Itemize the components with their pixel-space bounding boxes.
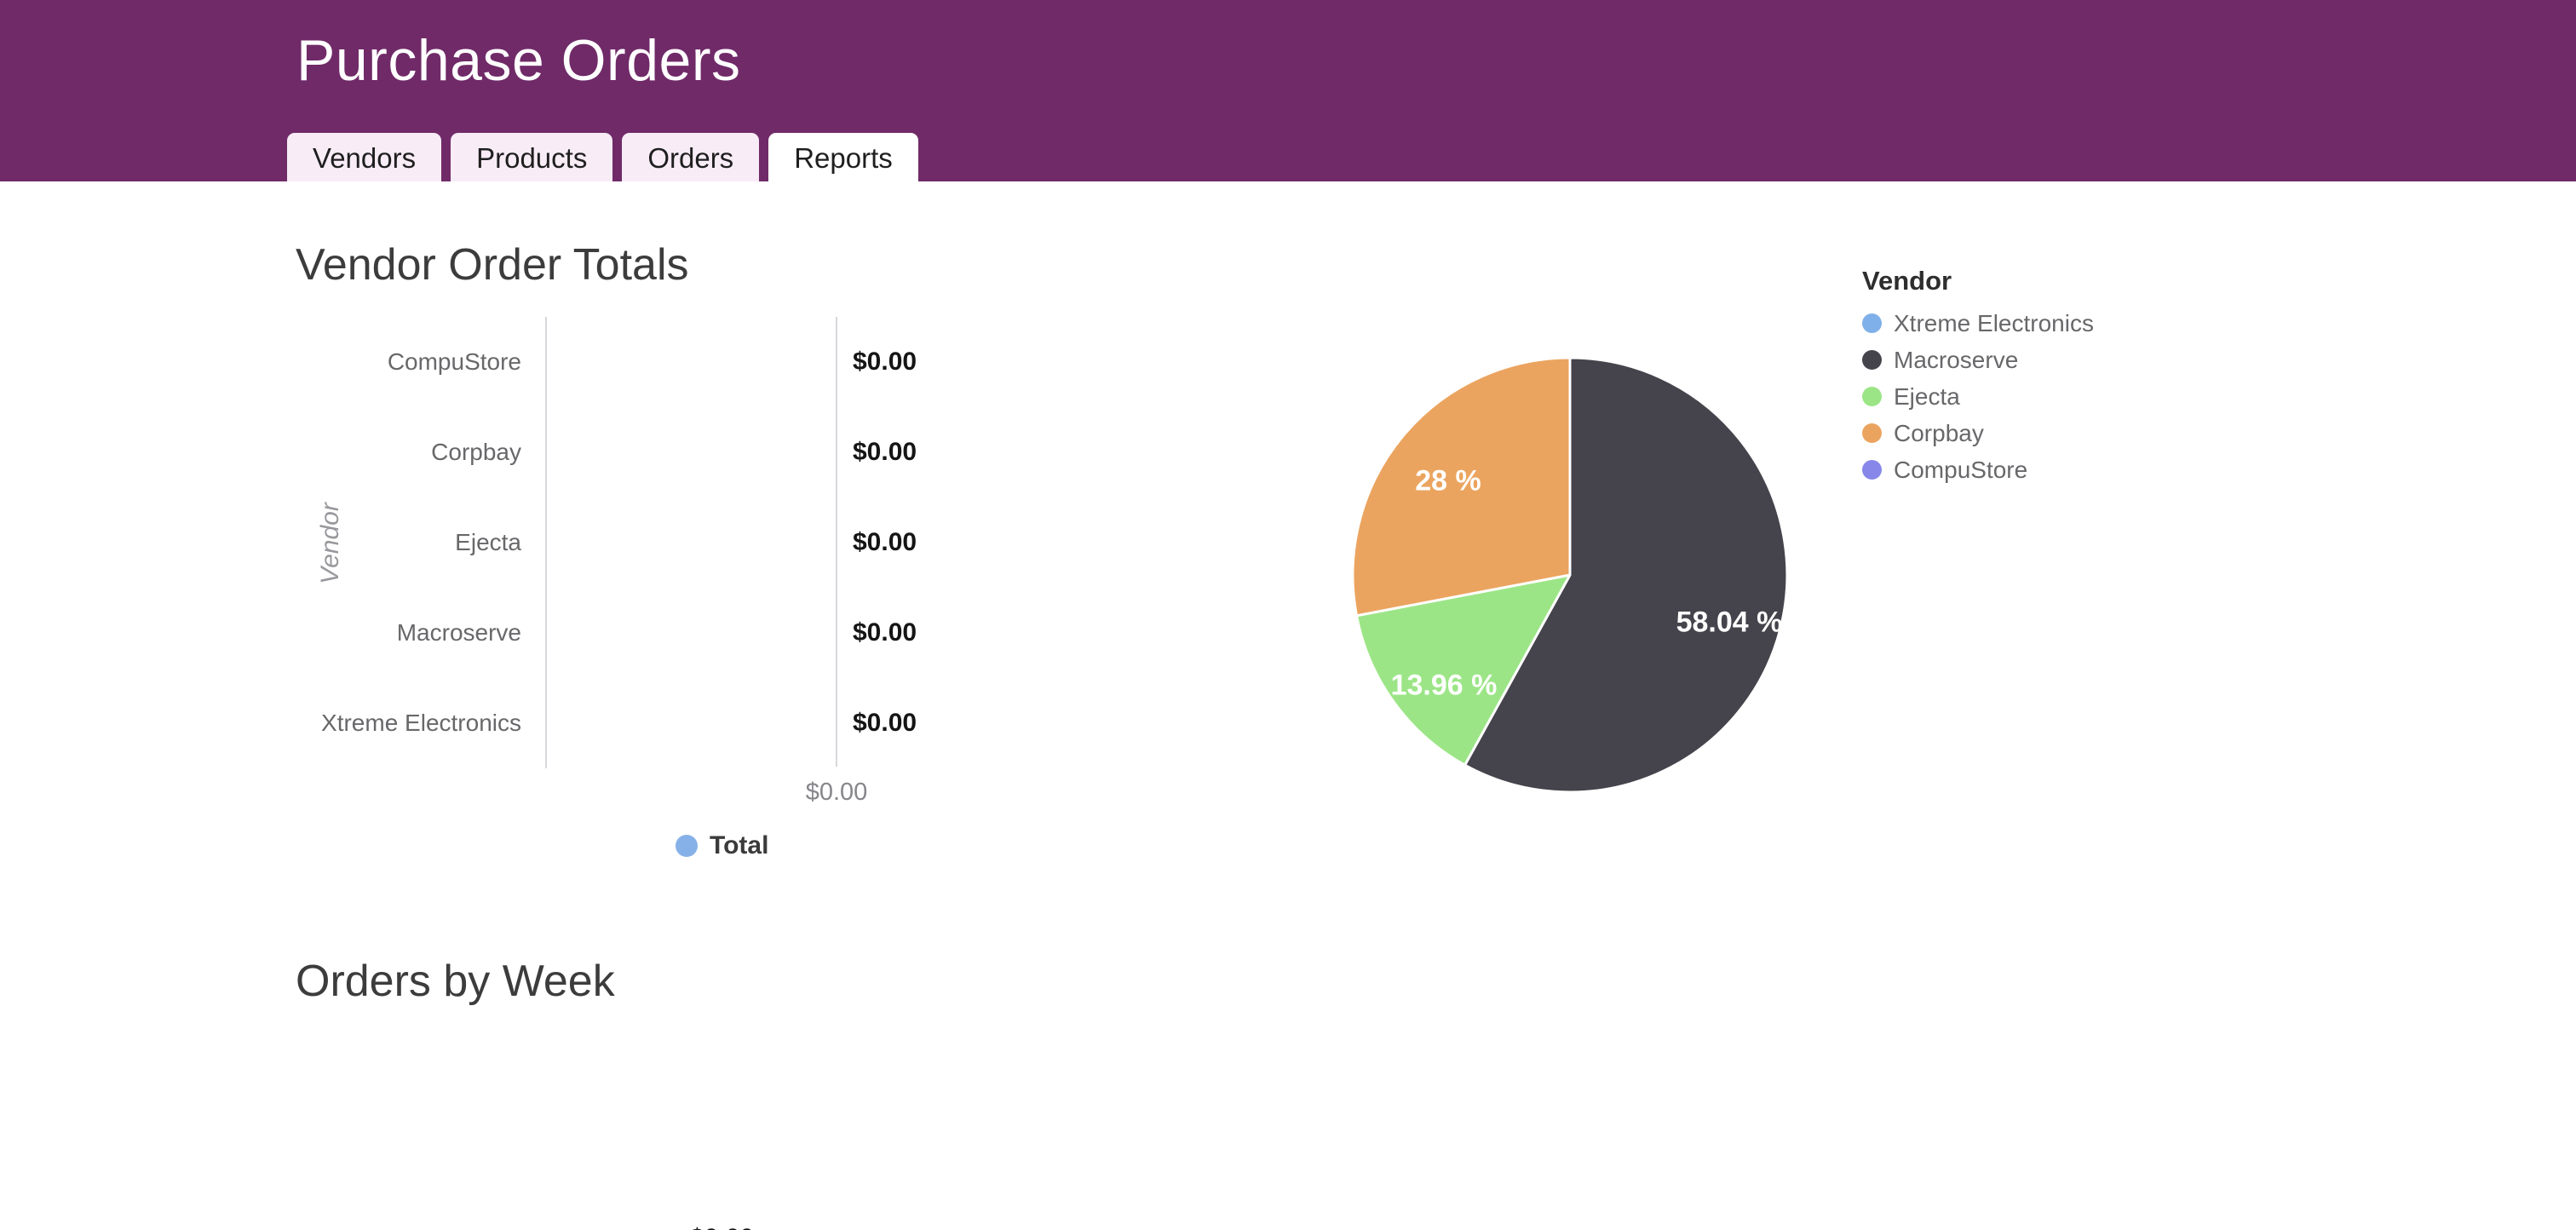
pie-slice-corpbay bbox=[1351, 356, 1572, 618]
tab-bar: Vendors Products Orders Reports bbox=[287, 133, 918, 181]
app-title: Purchase Orders bbox=[296, 28, 741, 93]
tab-orders[interactable]: Orders bbox=[622, 133, 760, 181]
vendor-order-totals-heading: Vendor Order Totals bbox=[296, 240, 689, 290]
pie-legend-label: Corpbay bbox=[1894, 419, 1984, 446]
pie-legend-label: Macroserve bbox=[1894, 346, 2019, 373]
pie-legend: Vendor Xtreme Electronics Macroserve Eje… bbox=[1862, 262, 2094, 488]
legend-dot-icon bbox=[1862, 423, 1882, 443]
pie-legend-item-macroserve: Macroserve bbox=[1862, 342, 2094, 378]
pie-legend-item-corpbay: Corpbay bbox=[1862, 415, 2094, 451]
bar-value-label: $0.00 bbox=[853, 618, 917, 647]
tab-products[interactable]: Products bbox=[451, 133, 613, 181]
pie-slice-macroserve bbox=[1463, 356, 1789, 794]
bar-category-label: Ejecta bbox=[455, 529, 521, 555]
pie-legend-label: CompuStore bbox=[1894, 456, 2028, 483]
orders-by-week-partial-value-label: $0.00 bbox=[690, 1223, 754, 1230]
legend-dot-icon bbox=[1862, 313, 1882, 333]
bar-category-label: Corpbay bbox=[431, 439, 521, 465]
pie-legend-item-ejecta: Ejecta bbox=[1862, 378, 2094, 415]
app-header: Purchase Orders Vendors Products Orders … bbox=[0, 0, 2576, 181]
pie-label-corpbay: 28 % bbox=[1415, 464, 1481, 497]
pie-legend-title: Vendor bbox=[1862, 266, 1952, 296]
bar-value-label: $0.00 bbox=[853, 438, 917, 466]
bar-category-label: Macroserve bbox=[396, 619, 521, 646]
bar-value-label: $0.00 bbox=[853, 709, 917, 737]
bar-chart-y-axis-line bbox=[545, 317, 547, 768]
bar-category-label: CompuStore bbox=[387, 348, 521, 375]
legend-dot-icon bbox=[1862, 350, 1882, 370]
legend-dot-icon bbox=[1862, 460, 1882, 480]
pie-label-macroserve: 58.04 % bbox=[1676, 606, 1783, 639]
pie-legend-item-compustore: CompuStore bbox=[1862, 451, 2094, 488]
total-legend-dot-icon bbox=[676, 835, 698, 857]
tab-reports[interactable]: Reports bbox=[768, 133, 918, 181]
bar-chart-gridline bbox=[836, 317, 837, 767]
total-legend-label: Total bbox=[710, 831, 769, 859]
tab-vendors[interactable]: Vendors bbox=[287, 133, 442, 181]
pie-legend-item-xtreme-electronics: Xtreme Electronics bbox=[1862, 305, 2094, 342]
pie-label-ejecta: 13.96 % bbox=[1390, 669, 1498, 702]
vendor-pie-chart: 58.04 % 13.96 % 28 % bbox=[1351, 356, 1789, 794]
pie-legend-label: Ejecta bbox=[1894, 382, 1960, 410]
bar-chart-x-tick-label: $0.00 bbox=[805, 779, 868, 806]
pie-slice-ejecta bbox=[1355, 573, 1572, 767]
pie-legend-label: Xtreme Electronics bbox=[1894, 309, 2094, 336]
bar-value-label: $0.00 bbox=[853, 348, 917, 376]
bar-category-label: Xtreme Electronics bbox=[321, 710, 521, 736]
pie-svg bbox=[1351, 356, 1789, 794]
orders-by-week-heading: Orders by Week bbox=[296, 957, 615, 1006]
bar-value-label: $0.00 bbox=[853, 528, 917, 556]
legend-dot-icon bbox=[1862, 387, 1882, 406]
